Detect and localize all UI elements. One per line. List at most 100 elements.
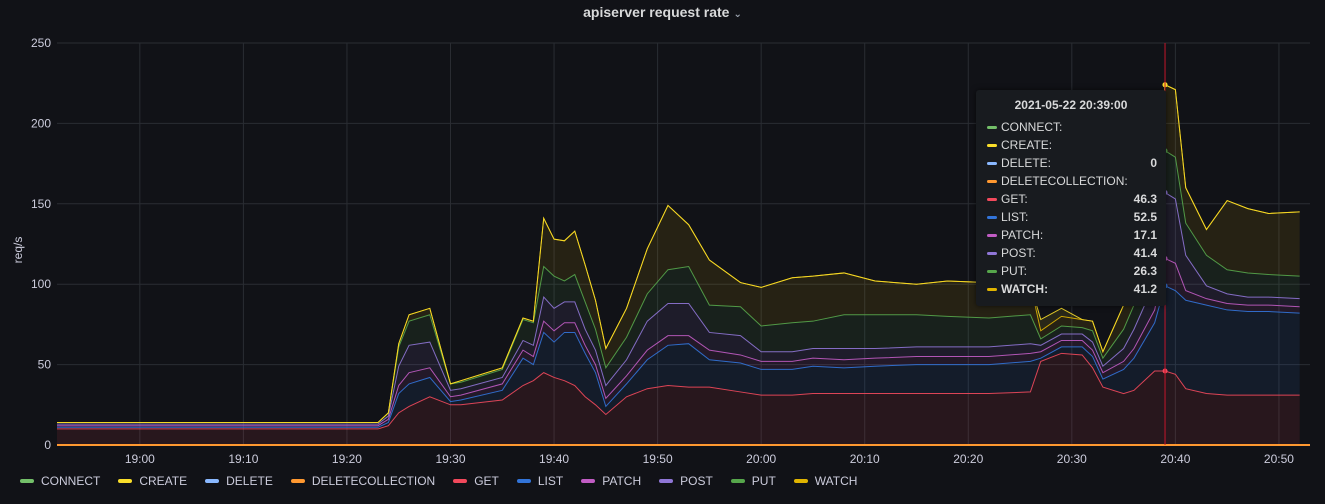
legend-item-get[interactable]: GET	[453, 474, 499, 488]
x-tick-label: 19:10	[228, 452, 258, 466]
legend-label: POST	[680, 474, 713, 488]
legend-item-put[interactable]: PUT	[730, 474, 776, 488]
x-tick-label: 20:40	[1160, 452, 1190, 466]
tooltip-series-name: PUT:	[1001, 264, 1028, 278]
legend-item-deletecollection[interactable]: DELETECOLLECTION	[290, 474, 436, 488]
tooltip-row: DELETECOLLECTION:	[976, 172, 1166, 190]
legend-label: GET	[474, 474, 499, 488]
legend-label: LIST	[537, 474, 564, 488]
legend-label: DELETECOLLECTION	[311, 474, 436, 488]
tooltip-series-name: LIST:	[1001, 210, 1029, 224]
legend-label: CONNECT	[41, 474, 101, 488]
x-tick-label: 20:20	[953, 452, 983, 466]
legend-swatch	[581, 479, 596, 483]
legend-item-watch[interactable]: WATCH	[793, 474, 858, 488]
y-tick-label: 50	[38, 358, 52, 372]
y-axis-label: req/s	[11, 237, 25, 264]
legend-swatch	[659, 479, 674, 483]
y-axis: 0 50 100 150 200 250	[31, 36, 51, 452]
x-axis: 19:00 19:10 19:20 19:30 19:40 19:50 20:00 20:10…	[125, 452, 1294, 466]
legend-item-post[interactable]: POST	[659, 474, 713, 488]
series-line-list	[57, 285, 1300, 428]
tooltip-row: CREATE:	[976, 136, 1166, 154]
tooltip-swatch	[987, 179, 997, 183]
x-tick-label: 19:30	[435, 452, 465, 466]
tooltip-row: POST: 41.4	[976, 244, 1166, 262]
panel-title-text: apiserver request rate	[583, 4, 730, 20]
legend-swatch	[793, 479, 808, 483]
legend-swatch	[516, 479, 531, 483]
x-tick-label: 20:00	[746, 452, 776, 466]
tooltip-series-name: GET:	[1001, 192, 1028, 206]
legend-swatch	[290, 479, 305, 483]
panel-title[interactable]: apiserver request rate ⌄	[0, 4, 1325, 20]
tooltip-series-value: 46.3	[1133, 192, 1157, 206]
series-area-get	[57, 353, 1300, 445]
x-tick-label: 19:50	[643, 452, 673, 466]
x-tick-label: 20:10	[850, 452, 880, 466]
tooltip-series-name: WATCH:	[1001, 282, 1049, 296]
series-line-get	[57, 352, 1300, 430]
tooltip-swatch	[987, 233, 997, 237]
tooltip-series-name: DELETE:	[1001, 156, 1052, 170]
legend-label: PUT	[751, 474, 776, 488]
tooltip-series-value: 41.4	[1133, 246, 1157, 260]
tooltip-title: 2021-05-22 20:39:00	[1014, 98, 1128, 112]
legend-swatch	[205, 479, 220, 483]
tooltip-row: PUT: 26.3	[976, 262, 1166, 280]
series-area-put	[57, 150, 1300, 425]
tooltip-swatch	[987, 143, 997, 147]
tooltip-swatch	[987, 215, 997, 219]
tooltip-series-value: 0	[1150, 156, 1157, 170]
tooltip-series-name: CONNECT:	[1001, 120, 1063, 134]
x-tick-label: 19:20	[332, 452, 362, 466]
x-tick-label: 19:00	[125, 452, 155, 466]
legend-label: DELETE	[226, 474, 273, 488]
series-area-watch	[57, 84, 1300, 423]
tooltip-series-name: DELETECOLLECTION:	[1001, 174, 1128, 188]
tooltip-series-value: 52.5	[1133, 210, 1157, 224]
series-area-post	[57, 192, 1300, 426]
tooltip-swatch	[987, 197, 997, 201]
tooltip-row: PATCH: 17.1	[976, 226, 1166, 244]
tooltip-row: WATCH: 41.2	[976, 280, 1166, 298]
tooltip-row: GET: 46.3	[976, 190, 1166, 208]
tooltip-series-value: 26.3	[1133, 264, 1157, 278]
legend-label: WATCH	[814, 474, 858, 488]
tooltip-series-name: PATCH:	[1001, 228, 1044, 242]
legend-item-list[interactable]: LIST	[516, 474, 564, 488]
y-tick-label: 0	[44, 438, 51, 452]
tooltip-swatch	[987, 161, 997, 165]
legend-swatch	[118, 479, 133, 483]
chart-tooltip: 2021-05-22 20:39:00 CONNECT: CREATE: DELET…	[976, 90, 1166, 306]
y-tick-label: 150	[31, 197, 51, 211]
tooltip-swatch	[987, 287, 997, 291]
y-tick-label: 250	[31, 36, 51, 50]
legend-item-connect[interactable]: CONNECT	[20, 474, 100, 488]
chevron-down-icon[interactable]: ⌄	[733, 9, 742, 20]
tooltip-series-value: 17.1	[1133, 228, 1157, 242]
y-tick-label: 100	[31, 277, 51, 291]
tooltip-swatch	[987, 269, 997, 273]
tooltip-row: CONNECT:	[976, 118, 1166, 136]
y-tick-label: 200	[31, 116, 51, 130]
x-tick-label: 20:30	[1057, 452, 1087, 466]
tooltip-swatch	[987, 251, 997, 255]
legend-item-create[interactable]: CREATE	[118, 474, 187, 488]
chart-legend: CONNECT CREATE DELETE DELETECOLLECTION GET LI…	[20, 474, 875, 488]
legend-item-patch[interactable]: PATCH	[581, 474, 641, 488]
legend-swatch	[730, 479, 745, 483]
legend-label: PATCH	[602, 474, 642, 488]
x-tick-label: 20:50	[1264, 452, 1294, 466]
legend-item-delete[interactable]: DELETE	[205, 474, 273, 488]
tooltip-series-name: CREATE:	[1001, 138, 1053, 152]
series-line-patch	[57, 257, 1300, 427]
x-tick-label: 19:40	[539, 452, 569, 466]
tooltip-row: DELETE: 0	[976, 154, 1166, 172]
series-area-patch	[57, 258, 1300, 428]
legend-swatch	[20, 479, 34, 483]
legend-swatch	[453, 479, 468, 483]
tooltip-series-name: POST:	[1001, 246, 1036, 260]
tooltip-series-value: 41.2	[1133, 282, 1157, 296]
